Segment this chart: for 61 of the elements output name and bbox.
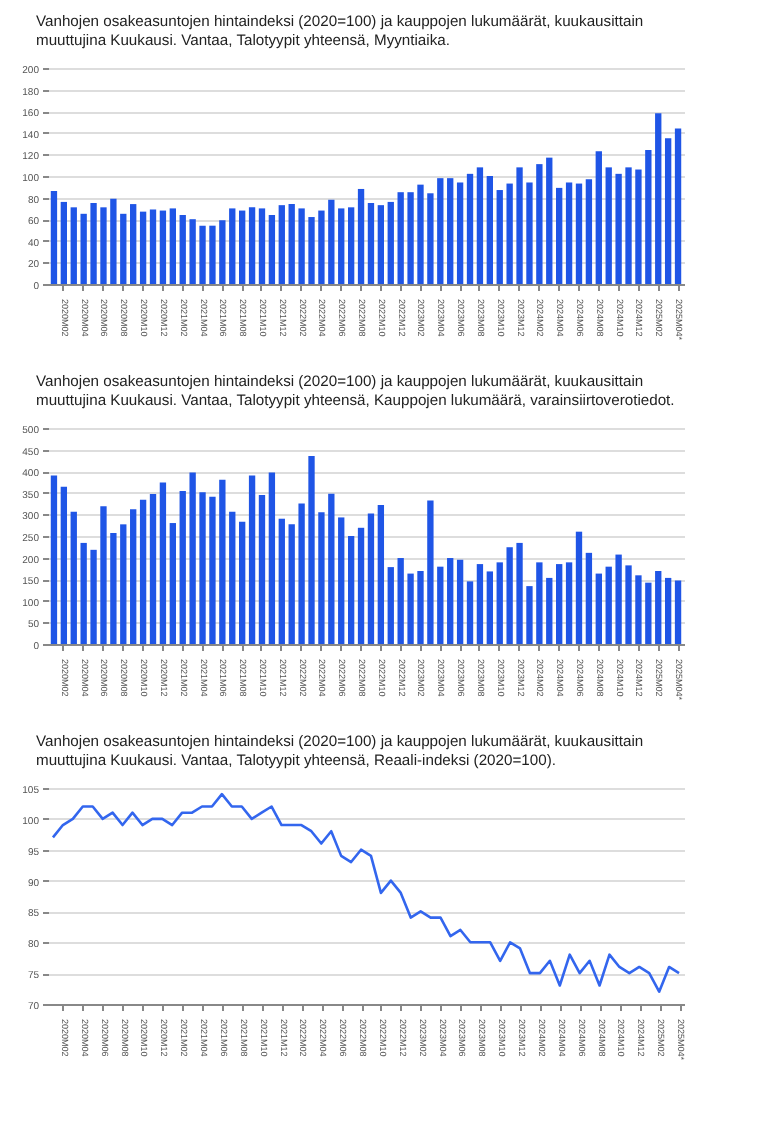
bar xyxy=(258,494,266,644)
bar xyxy=(347,536,355,644)
bar xyxy=(575,183,583,284)
bar xyxy=(60,486,68,644)
bar xyxy=(130,204,137,284)
bar xyxy=(357,527,365,644)
bar xyxy=(50,191,58,284)
bar xyxy=(367,513,375,644)
bar xyxy=(139,211,147,284)
bar xyxy=(239,210,246,284)
bar xyxy=(466,581,474,644)
bar xyxy=(585,179,593,284)
bar xyxy=(149,209,157,284)
bar xyxy=(169,523,176,644)
bar xyxy=(338,517,345,644)
bar xyxy=(556,564,563,644)
bar xyxy=(159,210,167,284)
bar xyxy=(367,203,375,284)
bar xyxy=(565,562,573,644)
bar xyxy=(50,475,58,644)
bar xyxy=(476,167,484,284)
bar xyxy=(466,173,474,284)
bar xyxy=(486,176,493,284)
bar xyxy=(595,573,602,644)
bar xyxy=(268,214,276,284)
bar xyxy=(674,580,682,644)
bar xyxy=(447,178,454,284)
bar xyxy=(565,182,573,284)
bar xyxy=(486,571,493,644)
bar xyxy=(139,499,147,644)
bar xyxy=(377,205,385,284)
bar xyxy=(595,151,602,284)
line-series xyxy=(51,792,681,993)
bar xyxy=(130,509,137,644)
bar xyxy=(268,472,276,644)
bar xyxy=(278,518,285,644)
bar xyxy=(338,208,345,284)
bar xyxy=(149,494,157,644)
bar xyxy=(674,128,682,284)
bar xyxy=(60,201,68,284)
bar xyxy=(239,521,246,644)
bar xyxy=(347,207,355,284)
bar xyxy=(169,208,176,284)
bar xyxy=(456,559,464,644)
bar xyxy=(248,207,256,284)
bar xyxy=(387,567,394,644)
bar xyxy=(664,577,672,644)
bar xyxy=(159,482,167,644)
bar xyxy=(258,208,266,284)
bar xyxy=(585,552,593,644)
bar xyxy=(456,182,464,284)
bar xyxy=(387,201,394,284)
bar xyxy=(248,475,256,644)
bar xyxy=(664,138,672,284)
bar xyxy=(476,564,484,644)
bar xyxy=(556,187,563,284)
bar xyxy=(575,531,583,644)
bar xyxy=(447,558,454,644)
bar xyxy=(278,205,285,284)
bar xyxy=(377,504,385,644)
bar xyxy=(357,188,365,284)
